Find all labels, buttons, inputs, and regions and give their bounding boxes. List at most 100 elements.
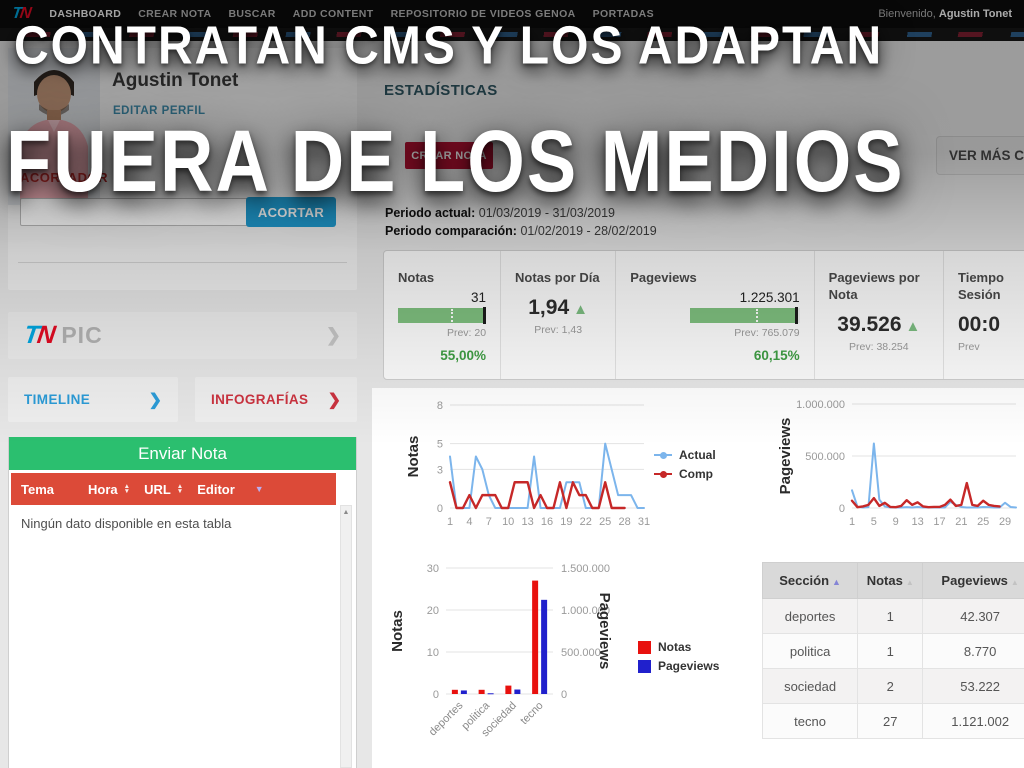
- svg-text:25: 25: [977, 516, 989, 528]
- enviar-nota-title: Enviar Nota: [9, 437, 356, 470]
- chevron-right-icon: ❯: [325, 325, 341, 345]
- trend-up-icon: ▲: [573, 301, 588, 318]
- svg-text:1.500.000: 1.500.000: [561, 563, 610, 575]
- column-editor[interactable]: Editor: [197, 481, 235, 497]
- brand-ticker-stripe: [0, 28, 1024, 41]
- svg-text:28: 28: [618, 516, 630, 528]
- legend-item-notas[interactable]: Notas: [638, 640, 719, 654]
- sort-asc-icon: ▲: [832, 577, 841, 587]
- svg-text:3: 3: [437, 464, 443, 476]
- legend-item-pageviews[interactable]: Pageviews: [638, 659, 719, 673]
- nav-item-portadas[interactable]: PORTADAS: [592, 8, 654, 20]
- kpi-value: 39.526 ▲: [837, 313, 921, 336]
- nav-item-buscar[interactable]: BUSCAR: [228, 8, 276, 20]
- svg-text:0: 0: [839, 503, 845, 515]
- pageviews-line-chart: 0 500.000 1.000.000 1 5 9 13 17 21 25 29 Pageviews: [777, 399, 1017, 528]
- table-row: politica 1 8.770: [761, 633, 1024, 669]
- notas-series-swatch: [638, 640, 651, 654]
- svg-text:Pageviews: Pageviews: [596, 593, 613, 670]
- header-seccion[interactable]: Sección ▲: [761, 562, 859, 599]
- shortener-title: ACORTADOR: [20, 170, 109, 185]
- shortener-input[interactable]: [20, 198, 252, 226]
- tnpic-label: PIC: [61, 322, 103, 348]
- nav-item-add-content[interactable]: ADD CONTENT: [292, 8, 374, 20]
- caret-down-icon[interactable]: ▼: [254, 484, 264, 494]
- enviar-nota-widget: Enviar Nota Tema Hora ▲ ▼ URL ▲ ▼ Editor ▼…: [8, 437, 357, 768]
- kpi-value: 1.225.301: [739, 290, 800, 305]
- divider: [18, 262, 347, 263]
- scroll-up-icon[interactable]: ▲: [342, 509, 350, 516]
- svg-text:500.000: 500.000: [561, 647, 601, 659]
- svg-text:31: 31: [638, 516, 650, 528]
- svg-text:500.000: 500.000: [805, 451, 845, 463]
- periodo-comparacion: Periodo comparación: 01/02/2019 - 28/02/…: [385, 224, 657, 238]
- profile-card: Agustin Tonet EDITAR PERFIL ACORTADOR AC…: [8, 48, 357, 290]
- svg-text:21: 21: [955, 516, 967, 528]
- svg-text:9: 9: [893, 516, 899, 528]
- sections-table: Sección ▲ Notas ▲ Pageviews ▲ deportes 1 42.3…: [761, 562, 1024, 739]
- infografias-label: INFOGRAFÍAS: [211, 392, 309, 407]
- sort-icon: ▲: [905, 578, 914, 587]
- bullet-bar: [689, 307, 800, 324]
- timeline-card[interactable]: TIMELINE ❯: [8, 377, 178, 422]
- edit-profile-link[interactable]: EDITAR PERFIL: [113, 105, 206, 117]
- kpi-tiempo-sesion: Tiempo Sesión 00:0 Prev: [944, 251, 1024, 379]
- svg-text:10: 10: [502, 516, 514, 528]
- tnpic-card[interactable]: TN PIC ❯: [8, 312, 357, 359]
- legend-item-actual[interactable]: Actual: [654, 448, 716, 462]
- acortar-button[interactable]: ACORTAR: [246, 197, 336, 227]
- kpi-value: 00:0: [958, 313, 1001, 336]
- svg-text:5: 5: [871, 516, 877, 528]
- tnpic-logo: TN: [22, 321, 56, 349]
- column-url[interactable]: URL: [144, 481, 171, 497]
- nav-menu: DASHBOARD CREAR NOTA BUSCAR ADD CONTENT …: [49, 8, 654, 20]
- column-hora[interactable]: Hora: [88, 481, 118, 497]
- svg-text:30: 30: [427, 563, 439, 575]
- svg-text:25: 25: [599, 516, 611, 528]
- kpi-notas: Notas 31 Prev: 20 55,00%: [384, 251, 502, 379]
- svg-text:4: 4: [466, 516, 472, 528]
- nav-item-crear-nota[interactable]: CREAR NOTA: [138, 8, 212, 20]
- header-pageviews[interactable]: Pageviews ▲: [922, 562, 1024, 599]
- crear-nota-button[interactable]: CREAR NOTA: [405, 142, 493, 169]
- chevron-right-icon: ❯: [327, 391, 341, 409]
- svg-text:0: 0: [433, 689, 439, 701]
- column-tema[interactable]: Tema: [21, 481, 54, 497]
- scrollbar[interactable]: ▲: [340, 505, 352, 768]
- svg-text:29: 29: [999, 516, 1011, 528]
- kpi-notas-dia: Notas por Día 1,94 ▲ Prev: 1,43: [501, 251, 617, 379]
- legend-item-comp[interactable]: Comp: [654, 467, 716, 481]
- infografias-card[interactable]: INFOGRAFÍAS ❯: [195, 377, 357, 422]
- nav-item-repositorio[interactable]: REPOSITORIO DE VIDEOS GENOA: [390, 8, 576, 20]
- kpi-prev: Prev: 38.254: [849, 341, 909, 353]
- kpi-panel: Notas 31 Prev: 20 55,00% Notas por Día 1…: [383, 250, 1024, 380]
- charts-panel: 0 3 5 8 1 4 7 10 13 16 19 22 25 28 31 Notas Actual Comp…: [372, 388, 1024, 768]
- avatar: [8, 48, 100, 205]
- trend-up-icon: ▲: [905, 318, 921, 335]
- nav-item-dashboard[interactable]: DASHBOARD: [49, 8, 122, 20]
- profile-photo: [8, 48, 100, 205]
- kpi-prev: Prev: 765.079: [734, 327, 800, 339]
- svg-text:Notas: Notas: [389, 610, 406, 652]
- welcome-text: Bienvenido, Agustin Tonet: [878, 8, 1012, 20]
- user-name: Agustin Tonet: [938, 8, 1012, 20]
- slide-title-line2: FUERA DE LOS MEDIOS: [6, 112, 905, 211]
- notas-line-chart: 0 3 5 8 1 4 7 10 13 16 19 22 25 28 31 Notas: [405, 400, 650, 528]
- svg-text:20: 20: [427, 605, 439, 617]
- ver-mas-button[interactable]: VER MÁS CO: [936, 136, 1024, 175]
- svg-text:5: 5: [437, 439, 443, 451]
- actual-series-marker: [654, 451, 672, 459]
- table-row: sociedad 2 53.222: [761, 668, 1024, 704]
- kpi-pct: 55,00%: [440, 348, 487, 363]
- periodo-actual: Periodo actual: 01/03/2019 - 31/03/2019: [385, 206, 616, 220]
- header-notas[interactable]: Notas ▲: [857, 562, 924, 599]
- svg-text:deportes: deportes: [427, 699, 466, 738]
- kpi-pageviews: Pageviews 1.225.301 Prev: 765.079 60,15%: [616, 251, 815, 379]
- svg-text:1: 1: [849, 516, 855, 528]
- sort-icon[interactable]: ▲ ▼: [123, 483, 131, 495]
- table-header-row: Sección ▲ Notas ▲ Pageviews ▲: [761, 562, 1024, 599]
- page-title: ESTADÍSTICAS: [384, 82, 498, 99]
- kpi-prev: Prev: 20: [446, 327, 487, 339]
- sort-icon[interactable]: ▲ ▼: [176, 483, 184, 495]
- profile-name: Agustin Tonet: [112, 70, 239, 91]
